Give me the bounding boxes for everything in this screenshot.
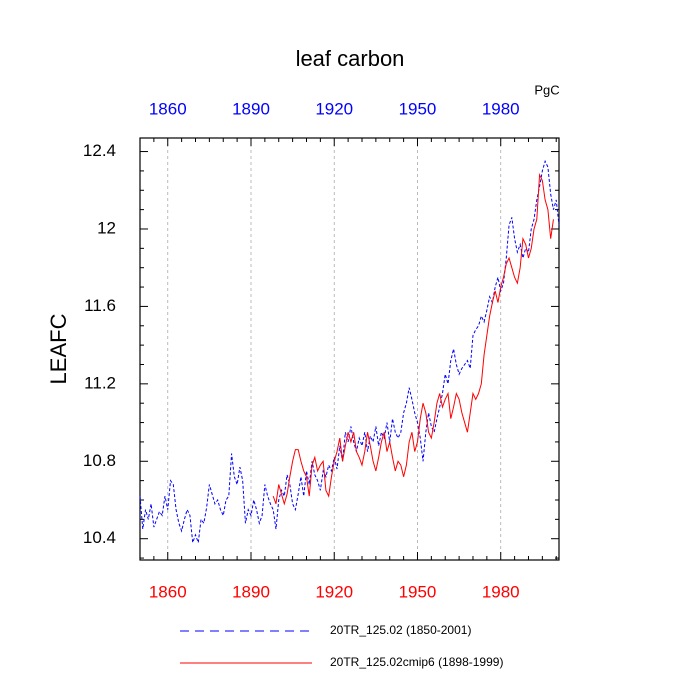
y-tick-label: 12: [97, 218, 116, 237]
series-line: [139, 159, 560, 543]
y-tick-label: 10.8: [83, 451, 116, 470]
series-line: [272, 172, 554, 506]
legend-label: 20TR_125.02 (1850-2001): [330, 623, 471, 637]
chart-title: leaf carbon: [296, 46, 405, 71]
x-tick-label: 1950: [399, 582, 437, 601]
top-tick-label: 1860: [149, 99, 187, 118]
top-tick-label: 1890: [232, 99, 270, 118]
y-tick-label: 11.2: [84, 373, 116, 392]
plot-frame: [139, 137, 560, 561]
y-tick-label: 10.4: [83, 528, 116, 547]
y-tick-label: 12.4: [83, 141, 116, 160]
top-tick-label: 1920: [315, 99, 353, 118]
x-tick-label: 1920: [315, 582, 353, 601]
units-label: PgC: [534, 82, 559, 97]
y-axis-label: LEAFC: [46, 313, 71, 384]
x-tick-label: 1890: [232, 582, 270, 601]
x-tick-label: 1980: [482, 582, 520, 601]
top-tick-label: 1950: [399, 99, 437, 118]
top-tick-label: 1980: [482, 99, 520, 118]
legend-label: 20TR_125.02cmip6 (1898-1999): [330, 655, 503, 669]
y-tick-label: 11.6: [84, 296, 116, 315]
x-tick-label: 1860: [149, 582, 187, 601]
